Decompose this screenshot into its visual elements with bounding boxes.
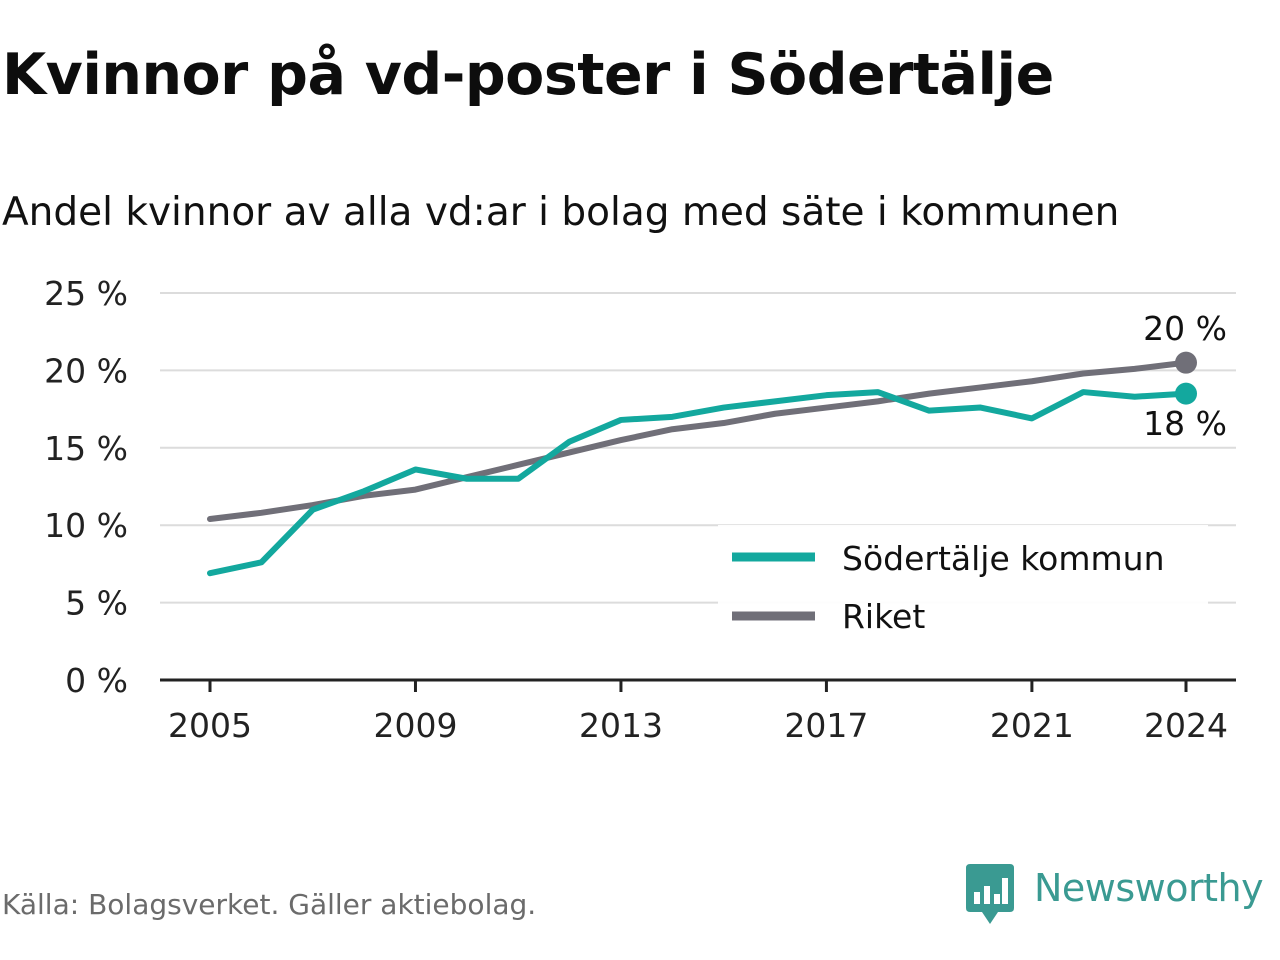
x-tick-label: 2024	[1144, 706, 1228, 745]
legend-label-sodertalje: Södertälje kommun	[842, 539, 1165, 578]
x-tick-label: 2013	[579, 706, 663, 745]
y-tick-label: 25 %	[44, 274, 128, 313]
x-tick-label: 2005	[168, 706, 252, 745]
x-axis: 2005 2009 2013 2017 2021 2024	[160, 678, 1236, 745]
series-line-sodertalje	[207, 389, 1189, 577]
y-tick-label: 5 %	[65, 584, 128, 623]
y-tick-label: 0 %	[65, 661, 128, 700]
end-label-sodertalje: 18 %	[1143, 404, 1227, 443]
end-labels: 20 % 18 %	[1143, 309, 1227, 443]
y-axis: 0 % 5 % 10 % 15 % 20 % 25 %	[44, 274, 128, 700]
y-tick-label: 15 %	[44, 429, 128, 468]
legend: Södertälje kommun Riket	[718, 525, 1208, 655]
brand-logo: Newsworthy	[964, 862, 1276, 926]
end-label-riket: 20 %	[1143, 309, 1227, 348]
legend-background	[718, 525, 1208, 655]
chart-title: Kvinnor på vd-poster i Södertälje	[2, 42, 1054, 108]
end-point-sodertalje	[1175, 382, 1197, 405]
brand-name: Newsworthy	[1034, 866, 1264, 910]
x-tick-label: 2009	[373, 706, 457, 745]
source-note: Källa: Bolagsverket. Gäller aktiebolag.	[2, 888, 537, 921]
x-tick-label: 2017	[784, 706, 868, 745]
series-layer	[207, 351, 1197, 577]
legend-label-riket: Riket	[842, 597, 925, 636]
end-point-riket	[1175, 351, 1197, 374]
y-tick-label: 20 %	[44, 351, 128, 390]
x-tick-label: 2021	[990, 706, 1074, 745]
series-line-riket	[207, 359, 1189, 523]
newsworthy-logo-icon	[966, 864, 1014, 924]
y-tick-label: 10 %	[44, 506, 128, 545]
chart-subtitle: Andel kvinnor av alla vd:ar i bolag med …	[2, 190, 1120, 235]
